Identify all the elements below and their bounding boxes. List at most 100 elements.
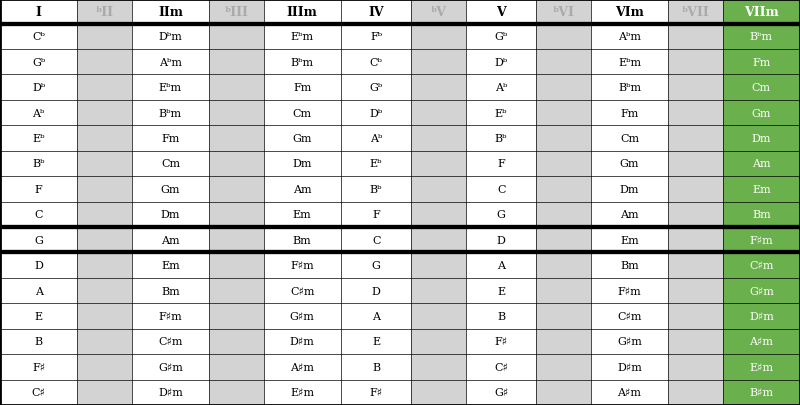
Bar [536,25,591,50]
Bar [0,126,78,151]
Bar [536,50,591,75]
Bar [466,329,536,354]
Bar [264,329,341,354]
Bar [411,126,466,151]
Text: Cm: Cm [293,108,312,118]
Bar [78,354,132,379]
Text: Bᵇm: Bᵇm [750,32,773,42]
Text: A: A [497,260,505,271]
Bar [466,100,536,126]
Text: Gᵇ: Gᵇ [494,32,508,42]
Text: B: B [372,362,380,372]
Text: A♯m: A♯m [750,337,774,347]
Bar [132,253,209,278]
Bar [668,100,722,126]
Text: Fm: Fm [162,134,180,144]
Text: A: A [372,311,380,321]
Text: Dm: Dm [620,184,639,194]
Bar [264,100,341,126]
Bar [264,278,341,303]
Bar [722,126,800,151]
Text: Aᵇm: Aᵇm [618,32,641,42]
Bar [209,75,264,100]
Text: IV: IV [368,6,384,19]
Bar [0,151,78,177]
Text: E♯m: E♯m [750,362,774,372]
Bar [591,202,668,228]
Bar [132,329,209,354]
Bar [264,354,341,379]
Bar [341,379,411,405]
Text: Bm: Bm [620,260,639,271]
Bar [209,379,264,405]
Bar [536,0,591,25]
Bar [132,0,209,25]
Bar [668,379,722,405]
Bar [78,126,132,151]
Text: Cᵇ: Cᵇ [32,32,45,42]
Bar [591,303,668,329]
Bar [591,100,668,126]
Text: F♯m: F♯m [750,235,774,245]
Bar [411,151,466,177]
Bar [78,100,132,126]
Bar [536,151,591,177]
Bar [132,50,209,75]
Bar [264,151,341,177]
Bar [411,379,466,405]
Bar [341,177,411,202]
Bar [536,379,591,405]
Text: E: E [34,311,42,321]
Bar [411,278,466,303]
Bar [466,379,536,405]
Text: ᵇV: ᵇV [430,6,446,19]
Text: C♯m: C♯m [618,311,642,321]
Bar [722,228,800,253]
Text: Gm: Gm [620,159,639,169]
Bar [78,202,132,228]
Bar [78,253,132,278]
Bar [722,202,800,228]
Text: A♯m: A♯m [618,387,642,397]
Bar [341,228,411,253]
Bar [209,151,264,177]
Bar [341,253,411,278]
Bar [78,228,132,253]
Bar [591,177,668,202]
Bar [0,379,78,405]
Bar [209,50,264,75]
Bar [466,303,536,329]
Text: F♯: F♯ [32,362,45,372]
Bar [209,25,264,50]
Text: B: B [34,337,42,347]
Bar [722,253,800,278]
Text: F♯m: F♯m [158,311,182,321]
Text: ᵇVI: ᵇVI [553,6,574,19]
Text: Eᵇ: Eᵇ [495,108,507,118]
Text: Aᵇ: Aᵇ [33,108,45,118]
Bar [264,75,341,100]
Text: Bm: Bm [293,235,312,245]
Bar [0,354,78,379]
Bar [264,0,341,25]
Bar [209,100,264,126]
Text: E♯m: E♯m [290,387,314,397]
Bar [668,126,722,151]
Bar [132,151,209,177]
Text: Em: Em [293,210,312,220]
Bar [264,50,341,75]
Text: Em: Em [620,235,639,245]
Bar [132,278,209,303]
Text: F: F [498,159,505,169]
Bar [722,177,800,202]
Text: C♯m: C♯m [749,260,774,271]
Bar [466,0,536,25]
Bar [591,151,668,177]
Text: Gm: Gm [293,134,312,144]
Text: F♯: F♯ [370,387,382,397]
Text: VIIm: VIIm [744,6,778,19]
Bar [411,228,466,253]
Text: B♯m: B♯m [750,387,774,397]
Bar [78,278,132,303]
Text: C♯: C♯ [32,387,46,397]
